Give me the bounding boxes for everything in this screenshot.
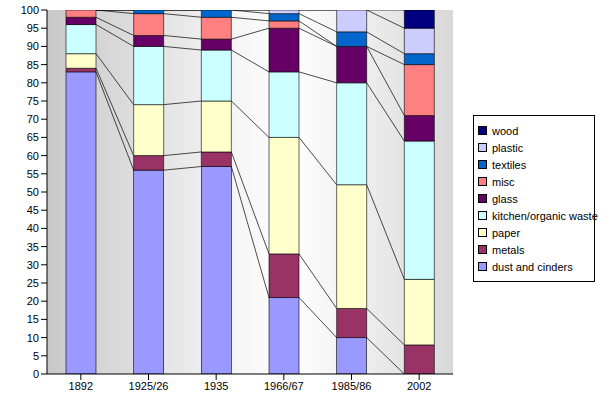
svg-text:90: 90 [27,40,39,52]
html-text:kitchen/organic waste: kitchen/organic waste [492,209,598,222]
svg-text:25: 25 [27,277,39,289]
svg-text:20: 20 [27,295,39,307]
svg-text:75: 75 [27,95,39,107]
svg-text:35: 35 [27,241,39,253]
svg-text:1985/86: 1985/86 [332,380,372,392]
svg-text:65: 65 [27,131,39,143]
html-text:metals: metals [492,243,525,256]
svg-text:2002: 2002 [407,380,431,392]
svg-text:15: 15 [27,313,39,325]
html-text:paper: paper [492,226,521,239]
svg-text:1925/26: 1925/26 [129,380,169,392]
html-text:textiles: textiles [492,158,527,171]
svg-text:85: 85 [27,59,39,71]
svg-text:40: 40 [27,222,39,234]
svg-text:45: 45 [27,204,39,216]
html-text:dust and cinders: dust and cinders [492,260,573,273]
svg-text:50: 50 [27,186,39,198]
html-text:glass: glass [492,192,518,205]
svg-text:95: 95 [27,22,39,34]
svg-text:60: 60 [27,150,39,162]
svg-text:10: 10 [27,332,39,344]
svg-text:1966/67: 1966/67 [264,380,304,392]
svg-text:30: 30 [27,259,39,271]
svg-text:70: 70 [27,113,39,125]
svg-text:0: 0 [33,368,39,380]
svg-text:1935: 1935 [204,380,228,392]
html-text:plastic: plastic [492,141,524,154]
svg-text:5: 5 [33,350,39,362]
html-text:misc: misc [492,175,515,188]
svg-text:55: 55 [27,168,39,180]
svg-text:80: 80 [27,77,39,89]
svg-text:1892: 1892 [69,380,93,392]
svg-text:100: 100 [21,4,39,16]
html-text:wood: wood [492,124,519,137]
